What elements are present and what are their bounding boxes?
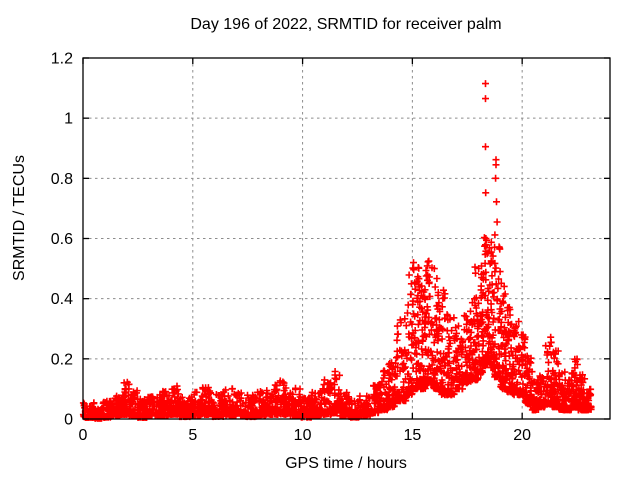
chart-title: Day 196 of 2022, SRMTID for receiver pal… — [190, 16, 501, 33]
y-tick-label: 0.6 — [51, 231, 73, 248]
scatter-points — [79, 80, 595, 422]
y-tick-label: 0.2 — [51, 351, 73, 368]
y-tick-labels: 0 0.2 0.4 0.6 0.8 1 1.2 — [51, 51, 73, 429]
x-tick-labels: 0 5 10 15 20 — [79, 427, 532, 444]
x-axis-label: GPS time / hours — [285, 455, 407, 472]
x-tick-label: 15 — [403, 427, 421, 444]
x-tick-label: 20 — [513, 427, 531, 444]
axis-ticks — [82, 57, 610, 420]
y-tick-label: 0.8 — [51, 171, 73, 188]
x-tick-label: 10 — [294, 427, 312, 444]
scatter-markers-path — [79, 80, 595, 422]
y-axis-label: SRMTID / TECUs — [11, 155, 28, 281]
y-tick-label: 1.2 — [51, 51, 73, 68]
y-tick-label: 0.4 — [51, 291, 73, 308]
x-tick-label: 5 — [188, 427, 197, 444]
x-tick-label: 0 — [79, 427, 88, 444]
y-tick-label: 0 — [64, 412, 73, 429]
y-tick-label: 1 — [64, 111, 73, 128]
